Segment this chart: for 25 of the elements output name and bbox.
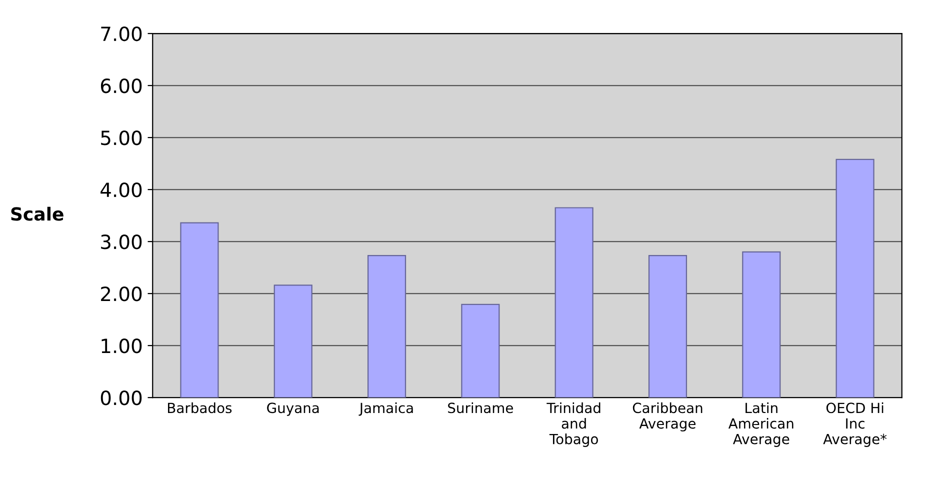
- x-tick-label: Suriname: [448, 402, 513, 414]
- y-tick-label: 2.00: [101, 286, 142, 302]
- x-tick-label: Jamaica: [358, 402, 413, 416]
- y-tick-label: 6.00: [100, 78, 142, 94]
- y-tick-label: 1.00: [102, 338, 142, 354]
- y-tick-label: 7.00: [101, 26, 142, 42]
- x-tick-label: Caribbean Average: [632, 402, 702, 432]
- x-tick-label: Guyana: [267, 402, 319, 416]
- bar: [554, 207, 594, 398]
- y-tick-label: 4.00: [100, 182, 142, 198]
- x-tick-label: Latin American Average: [728, 402, 794, 447]
- bar: [836, 158, 874, 398]
- bar: [742, 251, 781, 398]
- bar: [461, 304, 500, 398]
- y-axis-title: Scale: [11, 206, 64, 221]
- y-tick-label: 0.00: [100, 390, 142, 406]
- x-tick-label: Trinidad and Tobago: [546, 402, 600, 447]
- y-tick-label: 3.00: [101, 234, 142, 250]
- bar: [367, 255, 406, 398]
- x-tick-label: OECD Hi Inc Average*: [823, 402, 887, 447]
- x-tick-label: Barbados: [168, 402, 232, 414]
- bar: [180, 222, 219, 398]
- y-tick-label: 5.00: [101, 130, 142, 146]
- bar: [648, 255, 688, 398]
- bar: [274, 284, 312, 398]
